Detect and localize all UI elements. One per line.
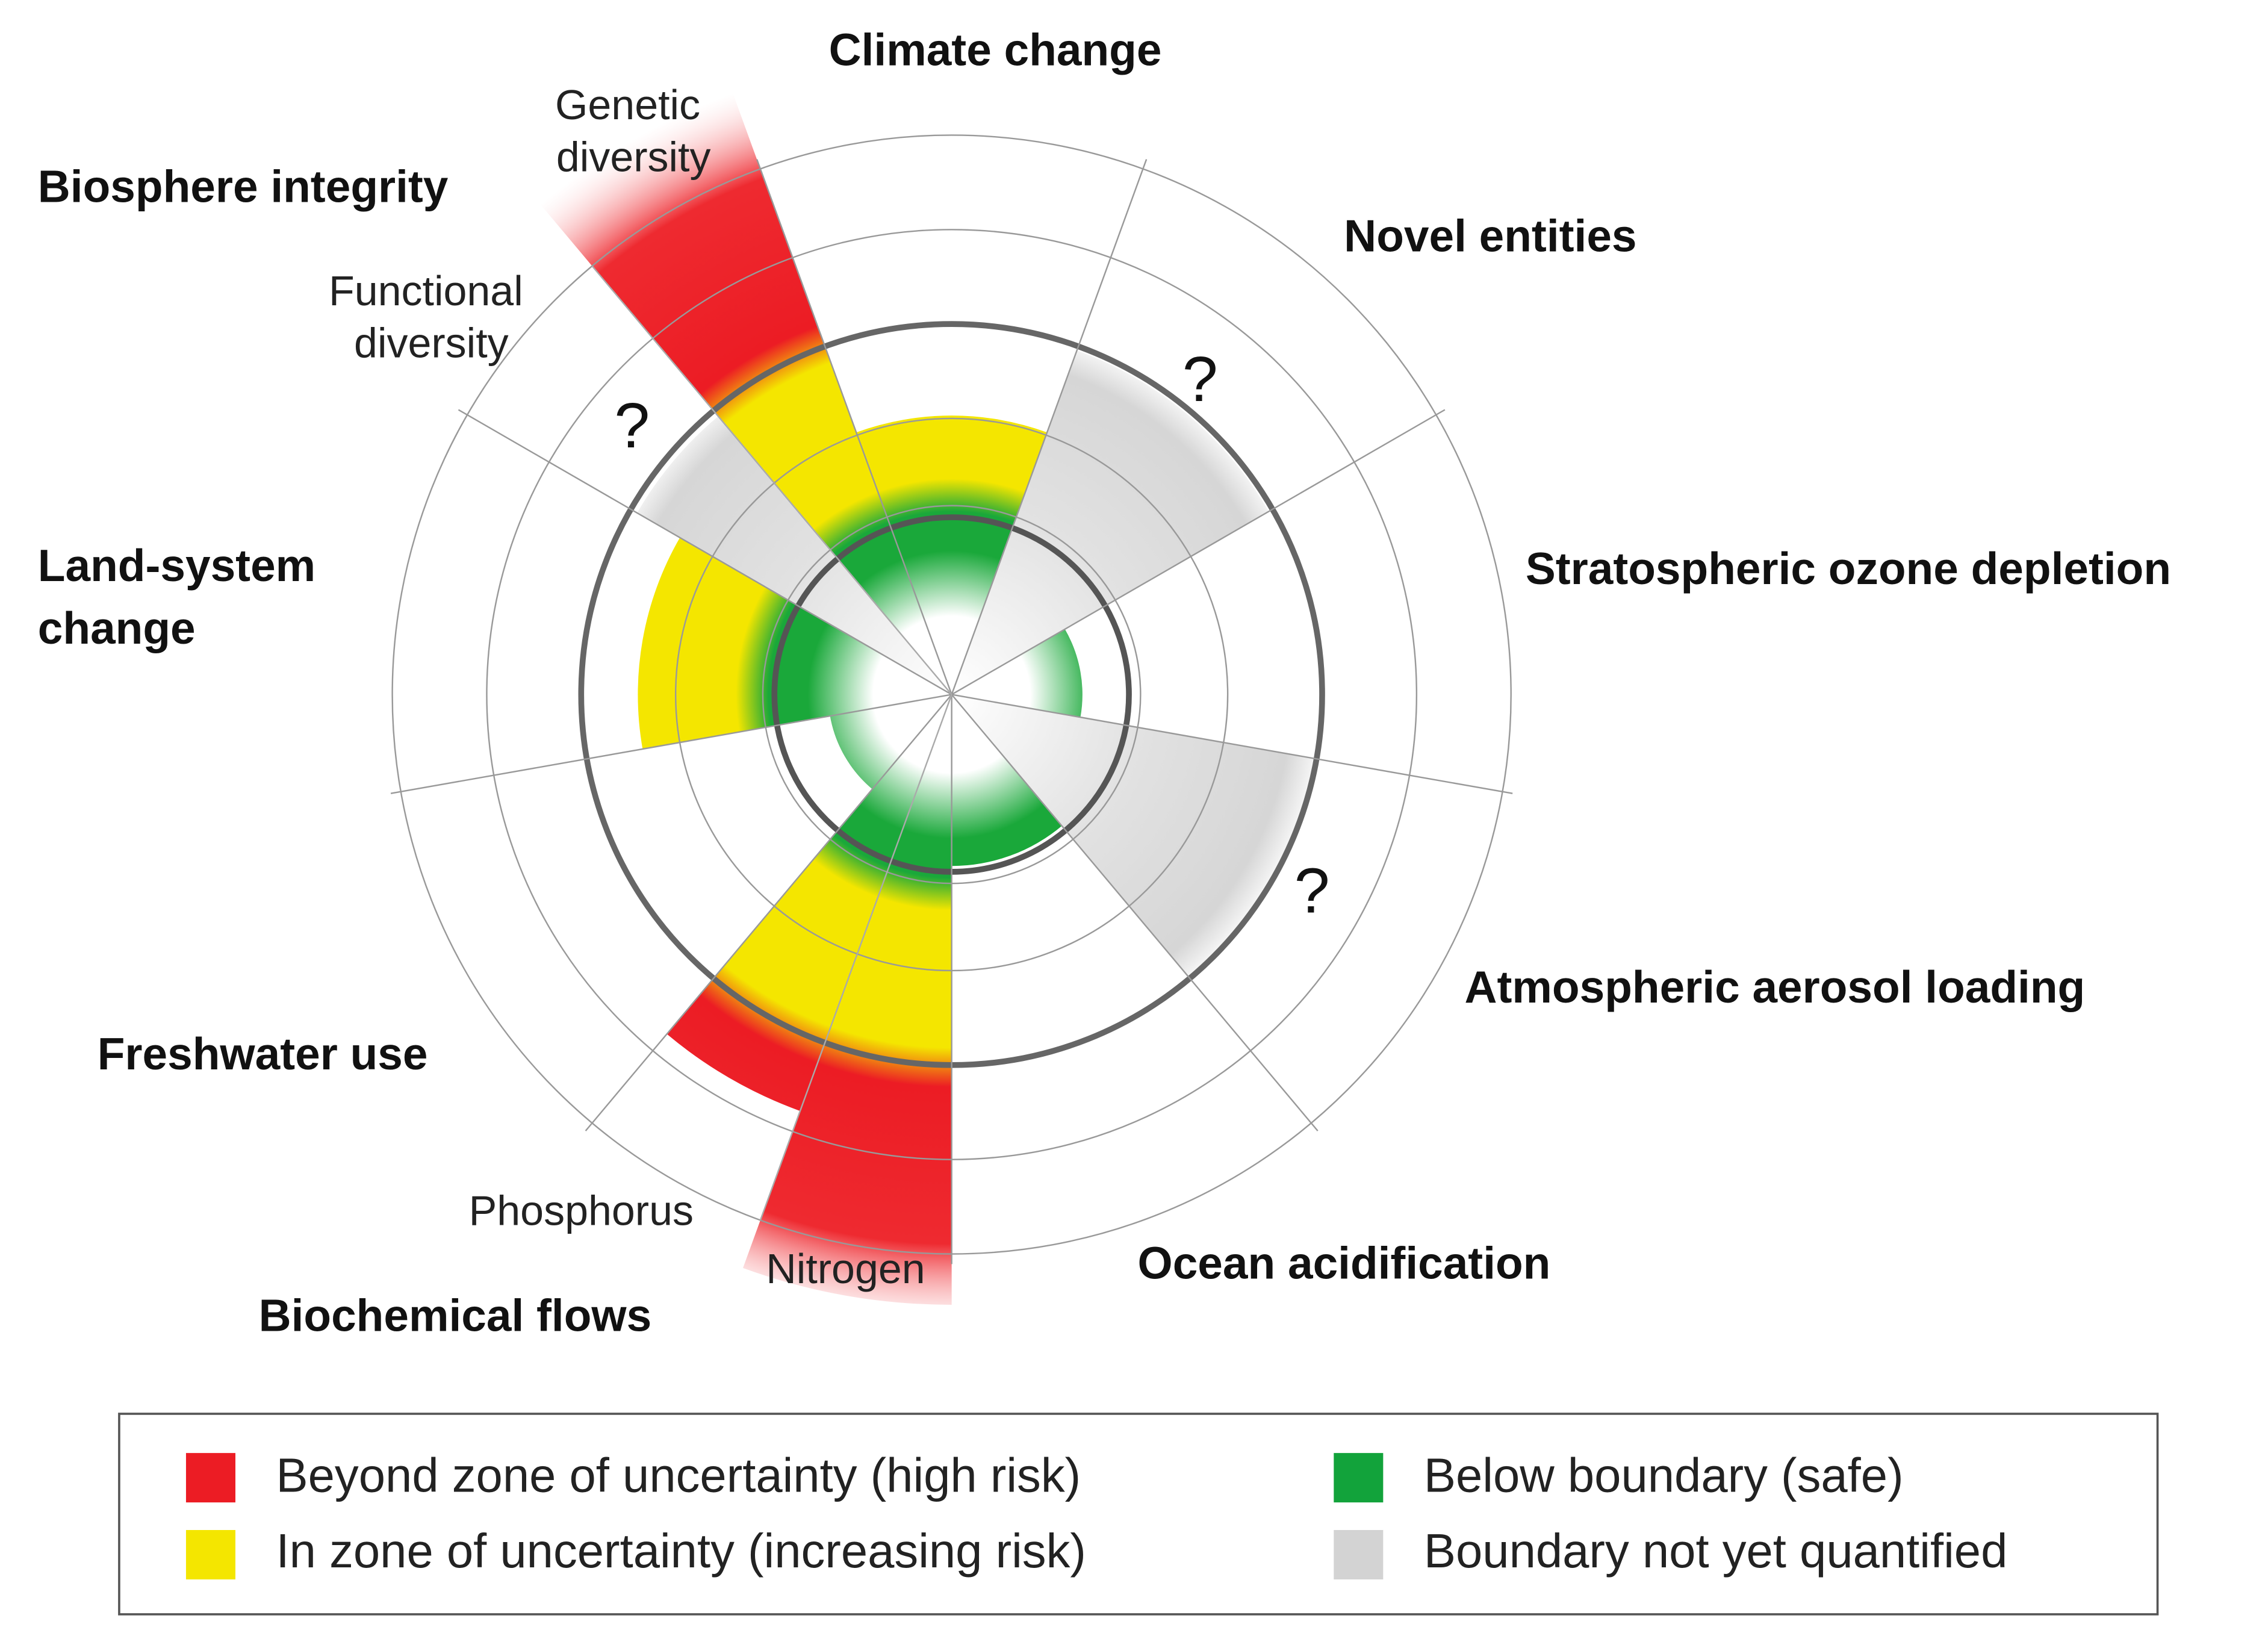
wedge: [951, 629, 1083, 718]
label-line: Phosphorus: [469, 1187, 694, 1234]
sub-divider: [759, 694, 952, 1221]
sector-divider: [951, 159, 1148, 695]
legend-label: Below boundary (safe): [1424, 1449, 1904, 1502]
wedge: [638, 537, 952, 749]
unknown-mark: ?: [1294, 855, 1330, 926]
labels: Climate change Novel entities Stratosphe…: [38, 25, 2171, 1341]
legend-label: In zone of uncertainty (increasing risk): [276, 1524, 1086, 1578]
unknown-mark: ?: [1182, 344, 1218, 415]
legend: Beyond zone of uncertainty (high risk) I…: [118, 1413, 2159, 1616]
boundary-label: Ocean acidification: [1138, 1238, 1551, 1289]
wedge: [951, 350, 1269, 695]
boundary-label: Land-system change: [38, 540, 315, 653]
legend-label: Boundary not yet quantified: [1424, 1524, 2007, 1578]
legend-swatch: [185, 1530, 235, 1580]
boundary-label: Atmospheric aerosol loading: [1464, 962, 2085, 1012]
wedge: [743, 694, 952, 1305]
wedge: [951, 694, 1317, 978]
sub-label: Nitrogen: [766, 1245, 925, 1292]
sector-divider: [390, 694, 952, 794]
label-line: Novel entities: [1344, 210, 1636, 261]
sector-divider: [951, 409, 1446, 695]
legend-box: [118, 1413, 2159, 1616]
sector-divider: [458, 409, 952, 695]
label-line: Ocean acidification: [1138, 1238, 1551, 1289]
label-line: Functional: [329, 267, 523, 314]
label-line: Climate change: [829, 25, 1162, 75]
sector-divider: [951, 694, 1513, 794]
wedge: [951, 694, 1062, 866]
wedge: [666, 694, 952, 1112]
sector-divider: [951, 694, 1319, 1131]
legend-swatch: [1334, 1453, 1384, 1503]
sector-divider: [585, 694, 952, 1131]
label-line: Genetic: [555, 81, 700, 128]
boundary-label: Biosphere integrity: [38, 161, 449, 211]
label-line: change: [38, 603, 196, 653]
wedge: [637, 416, 952, 695]
sector-divider: [756, 159, 952, 695]
unknown-mark: ?: [614, 390, 650, 461]
legend-label: Beyond zone of uncertainty (high risk): [276, 1449, 1081, 1502]
wedge: [856, 415, 1048, 695]
label-line: Biochemical flows: [259, 1290, 652, 1340]
label-line: Freshwater use: [98, 1028, 428, 1079]
label-line: Atmospheric aerosol loading: [1464, 962, 2085, 1012]
boundary-label: Stratospheric ozone depletion: [1526, 543, 2171, 594]
label-line: diversity: [354, 320, 509, 367]
sub-label: Phosphorus: [469, 1187, 694, 1234]
sub-divider: [591, 266, 952, 695]
legend-swatch: [185, 1453, 235, 1503]
boundary-label: Freshwater use: [98, 1028, 428, 1079]
label-line: Stratospheric ozone depletion: [1526, 543, 2171, 594]
boundary-label: Biochemical flows: [259, 1290, 652, 1340]
sub-label: Functional diversity: [329, 267, 523, 367]
wedge: [541, 93, 952, 695]
sub-label: Genetic diversity: [555, 81, 711, 181]
label-line: Nitrogen: [766, 1245, 925, 1292]
boundary-label: Climate change: [829, 25, 1162, 75]
boundary-label: Novel entities: [1344, 210, 1636, 261]
legend-swatch: [1334, 1530, 1384, 1580]
wedge: [830, 694, 952, 789]
label-line: Biosphere integrity: [38, 161, 449, 211]
label-line: diversity: [556, 134, 711, 181]
label-line: Land-system: [38, 540, 315, 591]
